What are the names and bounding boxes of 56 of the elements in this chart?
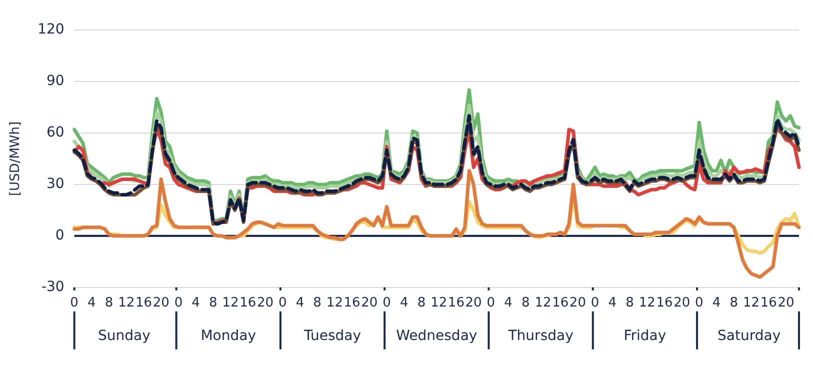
x-tick-label: 16 (656, 296, 673, 311)
y-tick-label: 120 (38, 22, 64, 38)
x-tick-label: 4 (504, 296, 512, 311)
x-tick-label: 8 (209, 296, 218, 311)
x-tick-label: 8 (730, 296, 738, 311)
x-tick-label: 8 (104, 296, 114, 311)
x-tick-label: 12 (118, 296, 135, 311)
x-tick-label: 20 (674, 296, 690, 311)
x-tick-label: 4 (608, 296, 617, 311)
x-tick-label: 12 (638, 296, 656, 311)
x-tick-label: 4 (192, 296, 200, 311)
x-tick-label: 12 (534, 296, 552, 311)
text: Wednesday (396, 328, 478, 344)
x-tick-label: 8 (626, 296, 634, 311)
text: Sunday (98, 328, 150, 344)
text: Monday (200, 328, 256, 344)
x-tick-label: 16 (448, 296, 464, 311)
x-tick-label: 16 (240, 296, 256, 311)
x-tick-label: 12 (430, 296, 448, 311)
x-tick-label: 20 (256, 296, 274, 311)
x-tick-label: 0 (278, 296, 287, 311)
y-tick-label: 60 (46, 124, 64, 141)
x-tick-label: 20 (778, 296, 794, 311)
x-tick-label: 12 (326, 296, 343, 311)
y-tick-label: 30 (46, 176, 64, 192)
text: Saturday (718, 328, 781, 344)
x-tick-label: 0 (486, 296, 496, 311)
x-tick-label: 8 (521, 296, 530, 311)
x-tick-label: 16 (552, 296, 569, 311)
x-tick-label: 16 (344, 296, 360, 311)
x-tick-label: 0 (695, 296, 704, 311)
x-tick-label: 4 (88, 296, 96, 311)
x-tick-label: 0 (590, 296, 600, 311)
x-tick-label: 0 (174, 296, 183, 311)
x-tick-label: 20 (152, 296, 170, 311)
x-tick-label: 4 (296, 296, 304, 311)
y-axis-title: [USD/MWh] (8, 121, 24, 196)
y-tick-label: 90 (46, 73, 64, 90)
x-tick-label: 0 (382, 296, 391, 311)
y-tick-label: -30 (41, 279, 64, 296)
x-tick-label: 20 (465, 296, 482, 311)
text: Thursday (507, 328, 574, 344)
x-tick-label: 16 (760, 296, 777, 311)
text: Tuesday (303, 328, 361, 344)
x-tick-label: 20 (569, 296, 586, 311)
x-tick-label: 4 (400, 296, 408, 311)
x-tick-label: 4 (712, 296, 721, 311)
x-tick-label: 16 (135, 296, 152, 311)
x-tick-label: 8 (313, 296, 322, 311)
x-tick-label: 20 (361, 296, 378, 311)
y-tick-label: 0 (55, 228, 64, 244)
text: Friday (624, 328, 666, 344)
x-tick-label: 12 (222, 296, 239, 311)
x-tick-label: 0 (70, 296, 78, 311)
x-tick-label: 8 (417, 296, 426, 311)
x-tick-label: 12 (742, 296, 760, 311)
